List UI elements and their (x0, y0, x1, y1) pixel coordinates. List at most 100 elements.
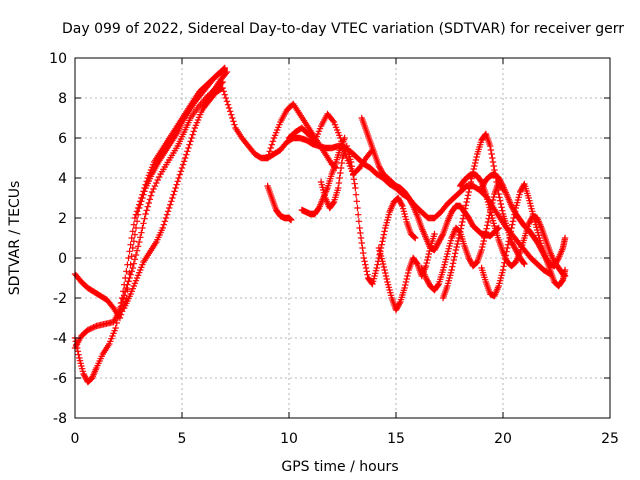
data-point (223, 68, 231, 76)
data-point (506, 231, 514, 238)
data-point (184, 148, 191, 155)
data-point (330, 199, 337, 207)
data-point (153, 179, 160, 187)
data-point (148, 188, 156, 196)
data-point (84, 326, 92, 334)
data-point (125, 278, 132, 285)
data-point (497, 200, 505, 208)
data-point (231, 121, 238, 128)
data-point (472, 156, 480, 164)
data-point (489, 196, 497, 204)
data-point (150, 185, 157, 193)
data-point (132, 251, 140, 259)
data-point (360, 254, 368, 262)
data-point (410, 233, 418, 240)
data-point (358, 239, 365, 247)
data-point (167, 201, 174, 208)
data-point (222, 70, 230, 77)
data-point (459, 215, 467, 222)
data-point (448, 266, 455, 274)
data-point (134, 243, 142, 250)
data-point (129, 264, 136, 272)
series-arc-14 (439, 130, 528, 302)
x-axis: 0 5 10 15 20 25 (71, 58, 619, 447)
data-point (160, 221, 168, 228)
y-tick-label: 10 (49, 51, 67, 67)
data-point (123, 268, 130, 275)
data-point (175, 174, 182, 182)
data-point (451, 253, 458, 260)
data-point (351, 180, 358, 187)
data-point (86, 326, 93, 333)
data-point (225, 104, 233, 112)
data-point (138, 194, 145, 202)
x-tick-label: 10 (280, 431, 298, 447)
plot-area (71, 64, 569, 386)
data-point (90, 324, 97, 331)
data-point (335, 184, 342, 192)
data-point (482, 228, 490, 236)
data-point (424, 256, 431, 264)
data-point (176, 171, 184, 178)
series-arc-2 (71, 66, 228, 386)
data-point (131, 256, 139, 263)
data-point (126, 274, 133, 282)
data-point (123, 284, 130, 292)
data-point (462, 202, 470, 209)
data-point (458, 222, 465, 229)
data-point (554, 256, 562, 263)
data-point (520, 259, 527, 267)
data-point (130, 260, 138, 267)
data-point (133, 247, 141, 254)
data-point (173, 181, 180, 188)
data-point (466, 185, 473, 192)
data-point (159, 224, 166, 232)
data-point (506, 234, 513, 242)
data-point (132, 224, 140, 232)
data-point (177, 168, 185, 175)
data-point (154, 176, 161, 184)
data-point (91, 323, 99, 330)
data-point (457, 228, 464, 236)
data-point (350, 171, 357, 179)
data-point (228, 111, 235, 118)
data-point (484, 218, 492, 226)
data-point (129, 228, 136, 235)
data-point (502, 252, 510, 259)
y-tick-label: 4 (58, 171, 67, 187)
x-axis-label: GPS time / hours (281, 459, 398, 475)
data-point (379, 238, 386, 245)
y-axis: -8 -6 -4 -2 0 2 4 6 8 10 (49, 51, 610, 427)
data-point (130, 221, 138, 228)
data-point (498, 204, 505, 211)
data-point (185, 144, 192, 152)
data-point (139, 191, 146, 198)
data-point (496, 197, 504, 204)
data-point (452, 250, 459, 257)
data-point (143, 207, 150, 214)
data-point (125, 254, 132, 262)
data-point (356, 224, 363, 232)
series-arc-7 (264, 182, 295, 224)
data-point (117, 303, 125, 310)
data-point (396, 300, 403, 307)
data-point (337, 164, 345, 172)
data-point (380, 231, 388, 238)
data-point (179, 161, 187, 168)
data-point (359, 249, 367, 257)
data-point (483, 225, 490, 232)
data-point (449, 260, 457, 267)
data-point (486, 142, 494, 150)
data-point (287, 216, 295, 224)
data-point (350, 176, 358, 183)
chart-title: Day 099 of 2022, Sidereal Day-to-day VTE… (62, 21, 624, 37)
data-point (453, 243, 460, 251)
y-tick-label: 6 (58, 131, 67, 147)
data-point (146, 196, 154, 203)
data-point (127, 241, 134, 248)
data-point (402, 278, 410, 286)
series-arc-17 (478, 170, 569, 270)
data-point (454, 237, 462, 245)
data-point (461, 208, 468, 216)
